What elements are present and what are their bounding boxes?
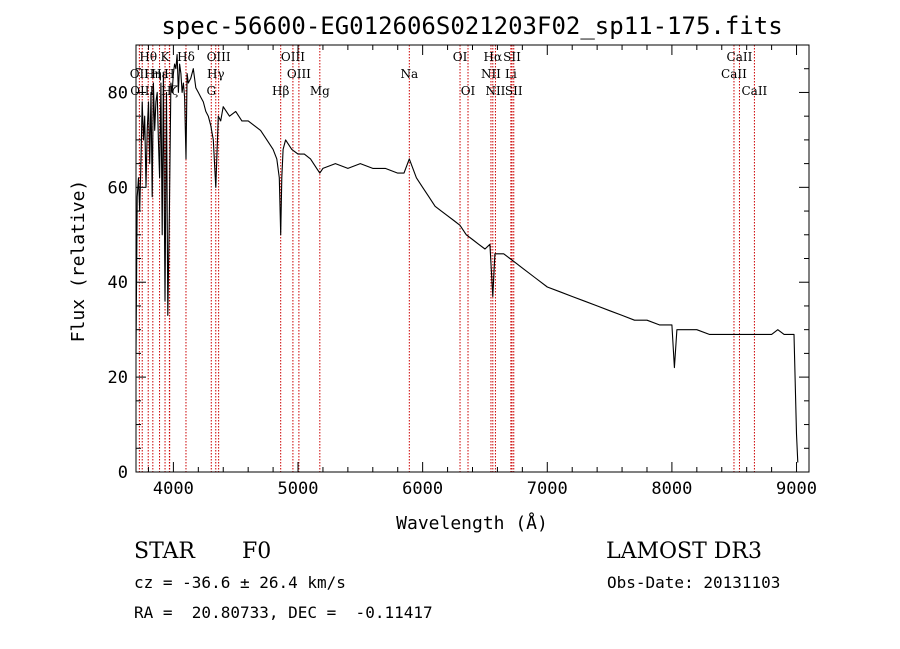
observation-date: Obs-Date: 20131103 [607, 573, 781, 592]
line-marker-label-12: OIII [281, 50, 305, 64]
x-tick-label-0: 4000 [153, 479, 194, 499]
spectral-line-markers [138, 45, 755, 472]
sky-coordinates: RA = 20.80733, DEC = -0.11417 [134, 603, 433, 622]
object-class: STAR [134, 539, 195, 564]
line-marker-label-17: OI [453, 50, 468, 64]
x-tick-label-3: 7000 [527, 479, 568, 499]
y-tick-label-2: 40 [108, 273, 128, 293]
plot-frame [135, 44, 810, 473]
line-marker-label-19: Hα [484, 50, 503, 64]
y-tick-label-1: 20 [108, 368, 128, 388]
line-marker-label-1: OII [130, 67, 150, 81]
line-marker-label-11: Hγ [207, 67, 225, 81]
y-tick-label-3: 60 [108, 178, 128, 198]
chart-title: spec-56600-EG012606S021203F02_sp11-175.f… [161, 12, 782, 40]
x-tick-label-5: 9000 [776, 479, 817, 499]
y-tick-label-0: 0 [118, 463, 128, 483]
line-marker-label-8: H [164, 67, 174, 81]
axis-tick-labels: 4000 5000 6000 7000 8000 9000 0 20 40 60 80 [108, 83, 817, 499]
flux-series [135, 53, 799, 463]
line-marker-label-3: Hη [144, 67, 162, 81]
line-marker-label-0: Hθ [139, 50, 157, 64]
line-marker-label-18: OI [461, 84, 476, 98]
line-marker-label-7: Hδ [177, 50, 195, 64]
line-marker-label-15: Mg [310, 84, 330, 98]
line-marker-label-14: Hβ [272, 84, 289, 98]
survey-name: LAMOST DR3 [606, 539, 762, 564]
line-marker-label-20: NII [481, 67, 501, 81]
y-axis-label: Flux (relative) [68, 180, 89, 343]
line-marker-label-27: CaII [741, 84, 767, 98]
flux-line-0 [135, 53, 799, 463]
line-marker-label-22: SII [503, 50, 521, 64]
line-marker-label-21: NII [485, 84, 505, 98]
line-marker-label-24: SII [505, 84, 523, 98]
line-marker-label-25: CaII [727, 50, 753, 64]
line-marker-label-26: CaII [721, 67, 747, 81]
object-subclass: F0 [242, 539, 272, 564]
line-marker-label-13: OIII [287, 67, 311, 81]
line-marker-label-6: Hζ [161, 84, 178, 98]
x-tick-label-1: 5000 [278, 479, 319, 499]
line-marker-label-4: K [161, 50, 171, 64]
line-marker-label-10: OIII [207, 50, 231, 64]
line-marker-label-16: Na [400, 67, 418, 81]
line-marker-label-23: Li [505, 67, 517, 81]
axis-ticks [136, 44, 809, 473]
redshift-velocity: cz = -36.6 ± 26.4 km/s [134, 573, 346, 592]
line-marker-label-9: G [206, 84, 216, 98]
x-tick-label-2: 6000 [402, 479, 443, 499]
y-tick-label-4: 80 [108, 83, 128, 103]
x-tick-label-4: 8000 [651, 479, 692, 499]
x-axis-label: Wavelength (Å) [396, 512, 548, 534]
